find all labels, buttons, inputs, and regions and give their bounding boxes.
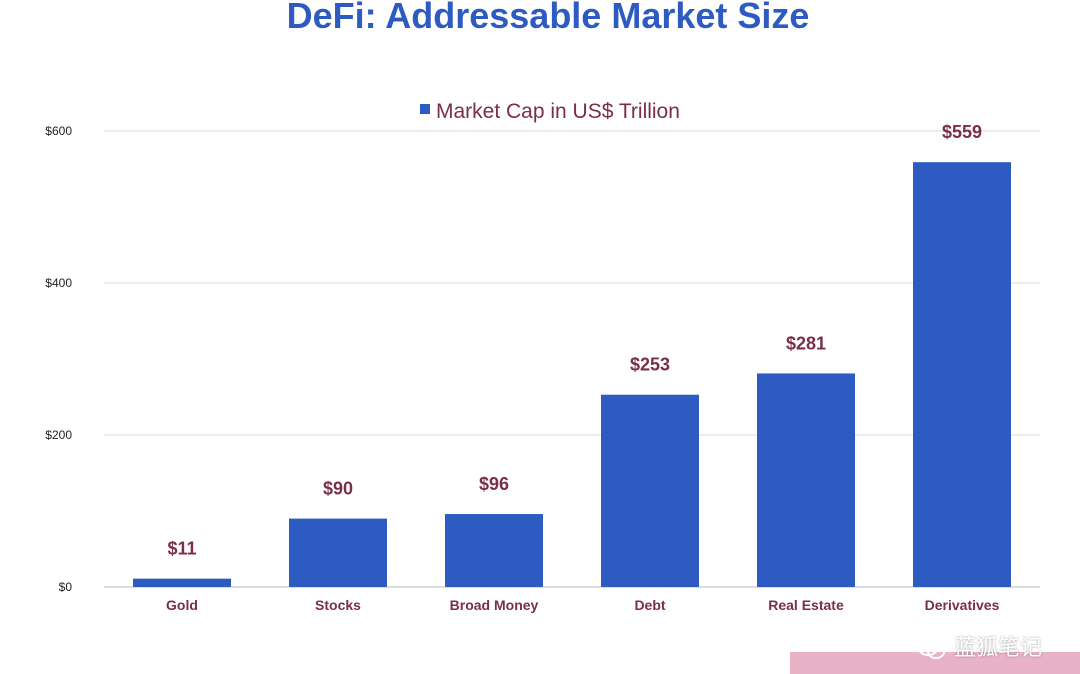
watermark-text: 蓝狐笔记: [953, 636, 1042, 661]
y-tick-label: $0: [59, 580, 73, 594]
data-label: $96: [479, 474, 509, 494]
y-tick-label: $200: [45, 428, 72, 442]
x-tick-label: Gold: [166, 597, 198, 613]
watermark: 蓝狐笔记: [790, 638, 1080, 674]
x-tick-label: Broad Money: [450, 597, 539, 613]
bar: [601, 394, 699, 587]
x-tick-label: Stocks: [315, 597, 361, 613]
data-labels: $11 $90 $96 $253 $281 $559: [167, 122, 982, 558]
data-label: $253: [630, 355, 670, 375]
x-tick-label: Real Estate: [768, 597, 844, 613]
legend-label: Market Cap in US$ Trillion: [436, 100, 680, 123]
wechat-icon: [916, 638, 945, 659]
data-label: $281: [786, 333, 826, 353]
data-label: $90: [323, 479, 353, 499]
y-axis: $0 $200 $400 $600: [45, 124, 72, 594]
x-tick-label: Derivatives: [925, 597, 1000, 613]
chart-title: DeFi: Addressable Market Size: [287, 0, 810, 36]
data-label: $11: [167, 539, 196, 559]
bar: [757, 373, 855, 587]
data-label: $559: [942, 122, 982, 142]
y-tick-label: $400: [45, 276, 72, 290]
x-tick-label: Debt: [634, 597, 665, 613]
bar: [289, 518, 387, 587]
bar: [133, 578, 231, 587]
x-axis: Gold Stocks Broad Money Debt Real Estate Deri…: [166, 597, 1000, 613]
bar: [445, 514, 543, 587]
y-tick-label: $600: [45, 124, 72, 138]
gridlines: [104, 130, 1040, 588]
bars: [133, 162, 1011, 587]
legend-swatch: [420, 104, 430, 114]
legend: Market Cap in US$ Trillion: [420, 100, 680, 123]
bar: [913, 162, 1011, 587]
